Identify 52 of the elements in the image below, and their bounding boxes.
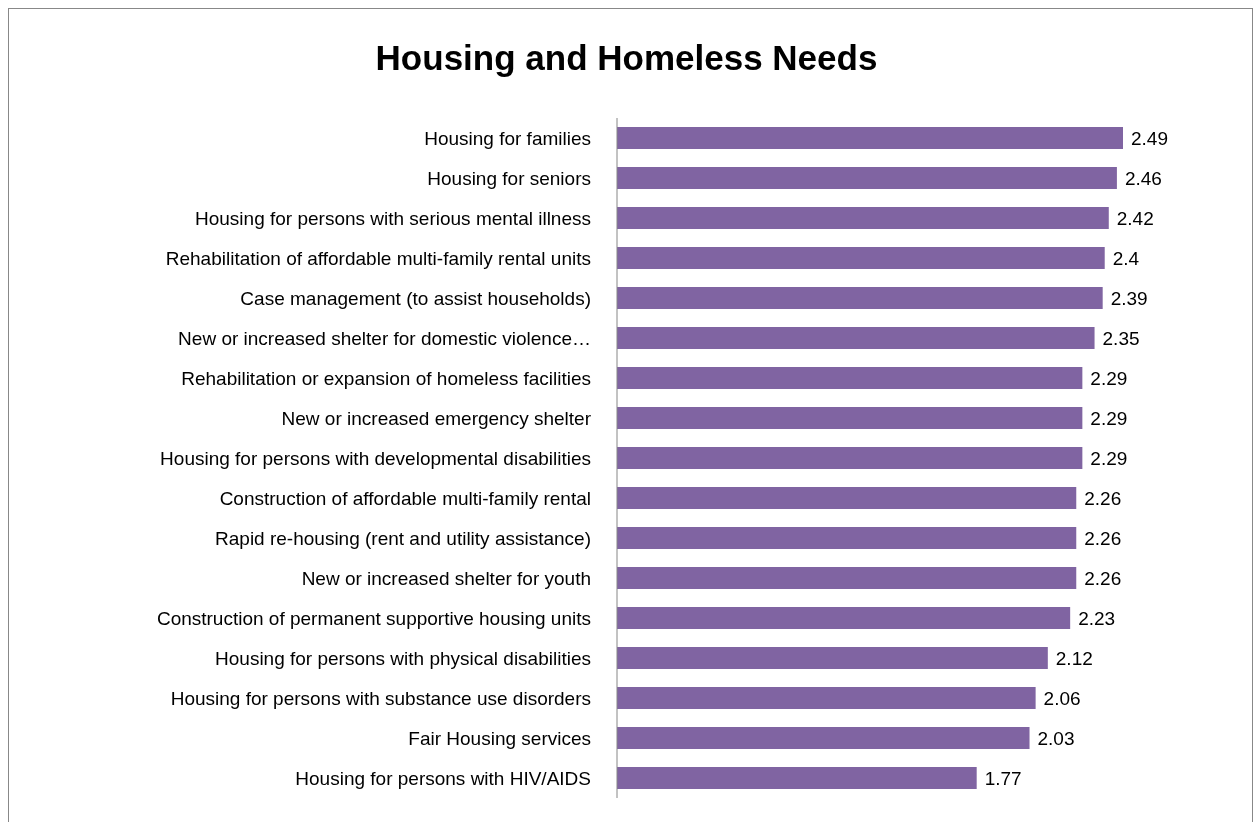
y-tick-label: New or increased shelter for youth: [301, 567, 591, 589]
data-label: 2.26: [1084, 487, 1122, 509]
data-label: 2.42: [1116, 207, 1154, 229]
bar: [617, 407, 1083, 429]
bar: [617, 447, 1083, 469]
data-label: 2.26: [1084, 567, 1122, 589]
bar: [617, 327, 1095, 349]
bar: [617, 767, 977, 789]
bar: [617, 207, 1109, 229]
bar: [617, 647, 1048, 669]
bar: [617, 567, 1077, 589]
y-tick-label: Housing for families: [424, 127, 591, 149]
y-tick-label: Housing for persons with substance use disorders: [170, 687, 591, 709]
bar: [617, 167, 1117, 189]
data-label: 2.35: [1102, 327, 1140, 349]
data-label: 2.46: [1124, 167, 1162, 189]
bar: [617, 687, 1036, 709]
y-tick-label: Rapid re-housing (rent and utility assistance): [215, 527, 591, 549]
y-tick-label: Fair Housing services: [408, 727, 591, 749]
data-label: 2.26: [1084, 527, 1122, 549]
y-tick-label: New or increased emergency shelter: [281, 407, 592, 429]
bar: [617, 127, 1123, 149]
y-tick-label: Housing for persons with serious mental illness: [194, 207, 591, 229]
y-tick-label: Housing for persons with physical disabilities: [215, 647, 591, 669]
data-label: 2.4: [1112, 247, 1140, 269]
data-label: 2.23: [1078, 607, 1116, 629]
data-label: 1.77: [984, 767, 1022, 789]
y-tick-label: New or increased shelter for domestic violence…: [178, 327, 591, 349]
data-label: 2.03: [1037, 727, 1075, 749]
bar: [617, 367, 1083, 389]
y-tick-label: Housing for persons with developmental disabilities: [160, 447, 591, 469]
bar: [617, 527, 1077, 549]
y-tick-label: Construction of permanent supportive housing units: [156, 607, 591, 629]
data-label: 2.12: [1055, 647, 1093, 669]
data-label: 2.29: [1090, 367, 1128, 389]
chart-title: Housing and Homeless Needs: [375, 38, 878, 77]
y-tick-label: Housing for persons with HIV/AIDS: [295, 767, 591, 789]
data-label: 2.06: [1043, 687, 1081, 709]
y-tick-label: Rehabilitation of affordable multi-family rental units: [165, 247, 591, 269]
bar: [617, 487, 1077, 509]
y-tick-label: Housing for seniors: [427, 167, 591, 189]
data-label: 2.29: [1090, 447, 1128, 469]
bar: [617, 287, 1103, 309]
bar: [617, 607, 1071, 629]
data-label: 2.49: [1131, 127, 1168, 149]
y-tick-label: Construction of affordable multi-family rental: [219, 487, 591, 509]
bar: [617, 247, 1105, 269]
bar: [617, 727, 1030, 749]
data-label: 2.29: [1090, 407, 1128, 429]
y-tick-label: Case management (to assist households): [240, 287, 591, 309]
y-tick-label: Rehabilitation or expansion of homeless facilities: [181, 367, 591, 389]
data-label: 2.39: [1110, 287, 1148, 309]
